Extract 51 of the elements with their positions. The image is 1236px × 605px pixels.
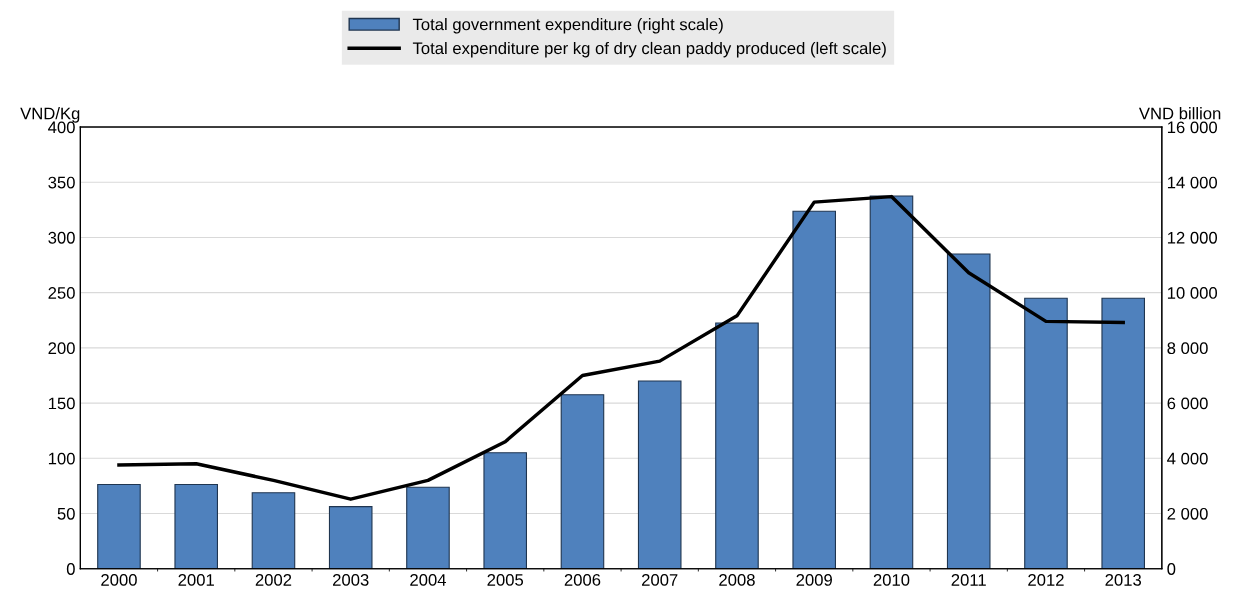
bar <box>97 483 141 569</box>
x-tick-label: 2006 <box>564 574 601 586</box>
y-axis-title: VND/Kg <box>20 107 80 123</box>
x-tick-label: 2005 <box>487 574 524 586</box>
y2-tick-label: 0 <box>1167 563 1176 575</box>
bar <box>946 253 991 569</box>
bar <box>174 483 219 569</box>
x-tick-label: 2003 <box>333 574 369 586</box>
x-tick-label: 2011 <box>951 574 986 586</box>
x-tick-label: 2009 <box>796 574 832 586</box>
legend-label: Total expenditure per kg of dry clean paddy produced (left scale) <box>412 41 886 58</box>
bar <box>328 506 373 569</box>
x-tick-label: 2010 <box>873 574 910 586</box>
bar <box>869 195 914 569</box>
bar <box>1024 297 1068 569</box>
y2-tick-label: 8 000 <box>1167 342 1208 355</box>
y2-tick-label: 14 000 <box>1167 176 1218 189</box>
y2-tick-label: 10 000 <box>1167 287 1218 299</box>
y-tick-label: 300 <box>48 231 75 244</box>
y2-tick-label: 12 000 <box>1167 231 1218 244</box>
y2-tick-label: 16 000 <box>1167 121 1218 134</box>
y-tick-label: 0 <box>66 563 75 575</box>
x-tick-label: 2012 <box>1028 574 1064 586</box>
y-tick-label: 100 <box>48 452 75 465</box>
line-series <box>117 194 1125 501</box>
bar <box>406 486 450 569</box>
bar <box>715 322 759 569</box>
x-tick-label: 2002 <box>255 574 292 586</box>
y2-tick-label: 2 000 <box>1167 507 1208 520</box>
y2-axis-title: VND billion <box>1138 107 1221 120</box>
x-tick-label: 2008 <box>719 574 755 586</box>
bar <box>1101 297 1146 569</box>
bar <box>251 492 296 569</box>
y-tick-label: 400 <box>48 121 75 134</box>
bar <box>483 452 528 569</box>
bar <box>637 380 682 569</box>
bar <box>792 210 837 569</box>
x-tick-label: 2013 <box>1105 574 1142 586</box>
y-tick-label: 50 <box>57 507 75 520</box>
y2-tick-label: 6 000 <box>1167 397 1208 410</box>
y-tick-label: 250 <box>48 287 75 299</box>
x-tick-label: 2001 <box>178 574 214 586</box>
x-tick-label: 2004 <box>410 574 447 586</box>
y-tick-label: 150 <box>48 397 75 410</box>
bar <box>560 394 605 569</box>
x-tick-label: 2000 <box>101 574 137 586</box>
legend-label: Total government expenditure (right scale) <box>412 18 723 34</box>
y-tick-label: 200 <box>48 342 75 355</box>
y2-tick-label: 4 000 <box>1167 452 1208 465</box>
y-tick-label: 350 <box>48 176 75 189</box>
x-tick-label: 2007 <box>642 574 678 586</box>
